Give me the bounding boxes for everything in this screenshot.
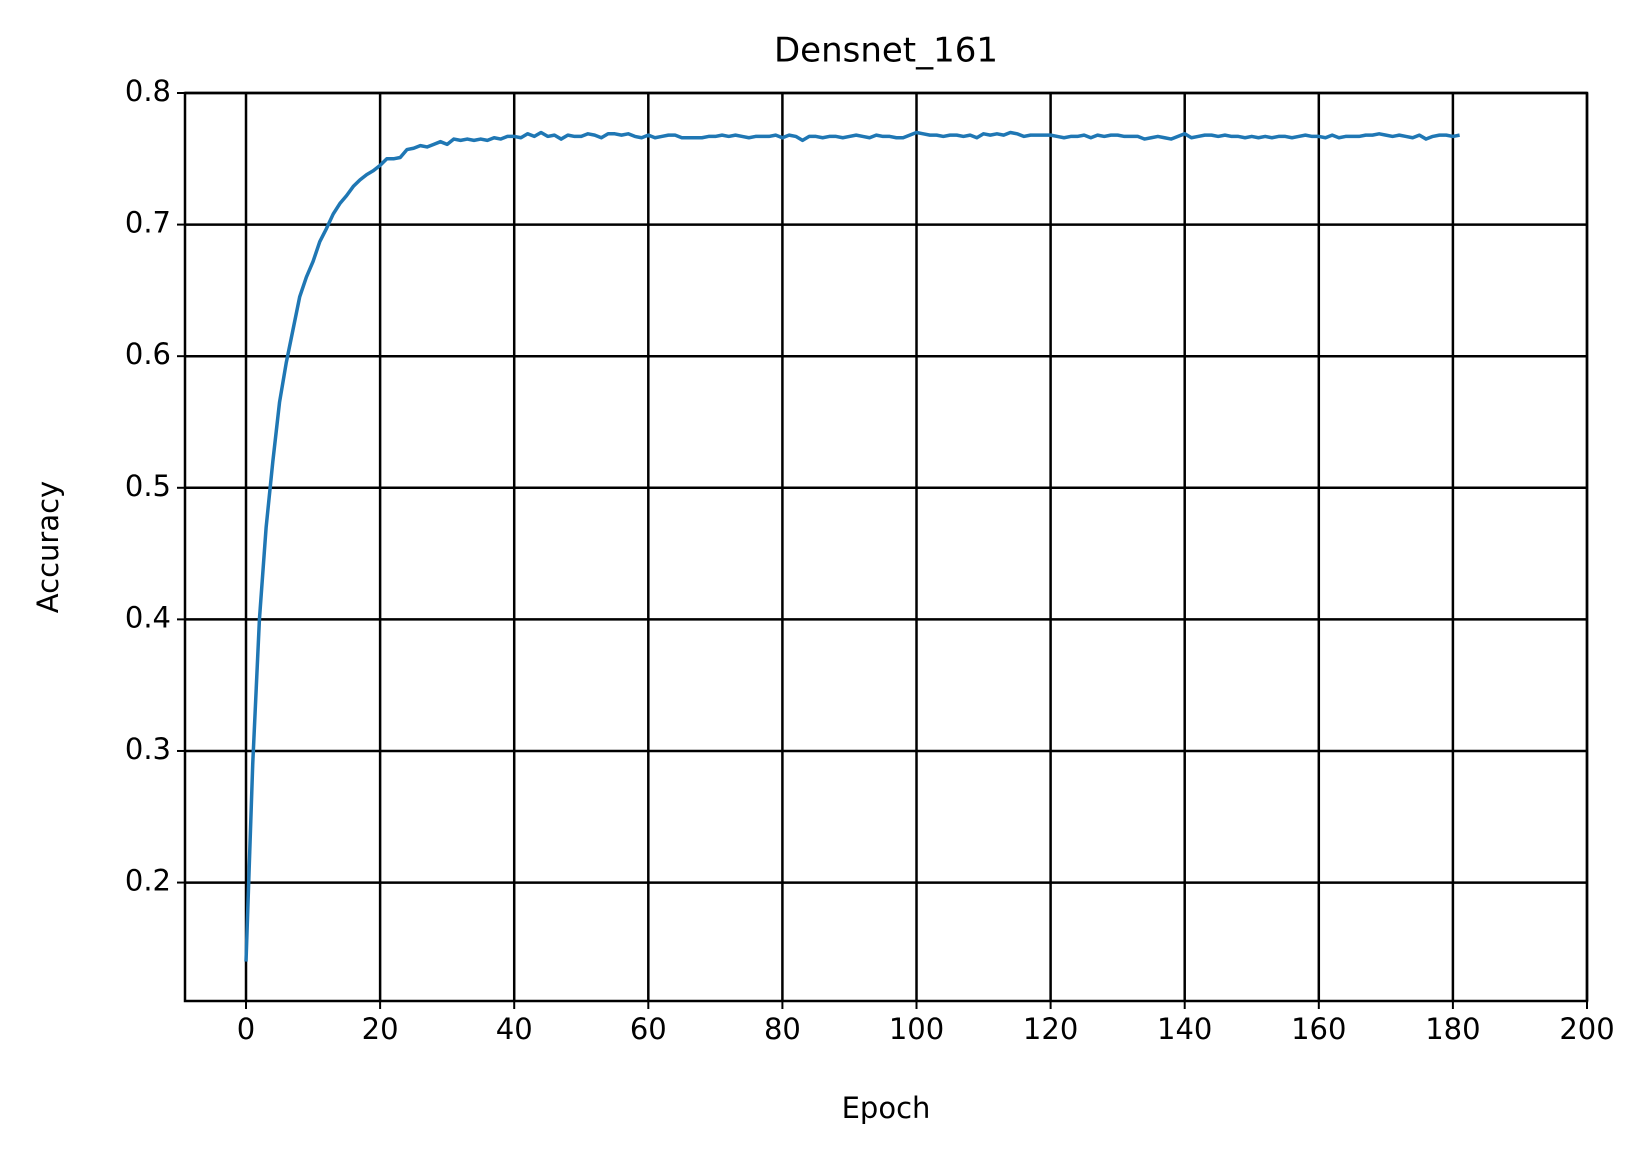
x-tick-label: 40: [496, 1012, 533, 1046]
y-axis-label: Accuracy: [31, 481, 65, 613]
x-tick-label: 20: [362, 1012, 399, 1046]
x-tick-label: 120: [1023, 1012, 1078, 1046]
plot-frame: [183, 91, 1589, 1003]
y-tick-label: 0.5: [125, 469, 171, 503]
x-tick-label: 160: [1291, 1012, 1346, 1046]
x-tick-label: 0: [237, 1012, 255, 1046]
y-tick-label: 0.2: [125, 864, 171, 898]
x-tick-label: 180: [1425, 1012, 1480, 1046]
x-axis-label: Epoch: [842, 1091, 931, 1125]
x-tick-label: 140: [1157, 1012, 1212, 1046]
x-tick-label: 100: [889, 1012, 944, 1046]
x-tick-label: 80: [764, 1012, 801, 1046]
data-line: [244, 130, 1460, 962]
y-tick-label: 0.6: [125, 337, 171, 371]
chart-title: Densnet_161: [774, 31, 998, 71]
y-tick-label: 0.8: [125, 74, 171, 108]
y-tick-label: 0.4: [125, 600, 171, 634]
x-tick-label: 60: [630, 1012, 667, 1046]
x-tick-label: 200: [1559, 1012, 1614, 1046]
y-tick-label: 0.3: [125, 732, 171, 766]
y-tick-label: 0.7: [125, 206, 171, 240]
